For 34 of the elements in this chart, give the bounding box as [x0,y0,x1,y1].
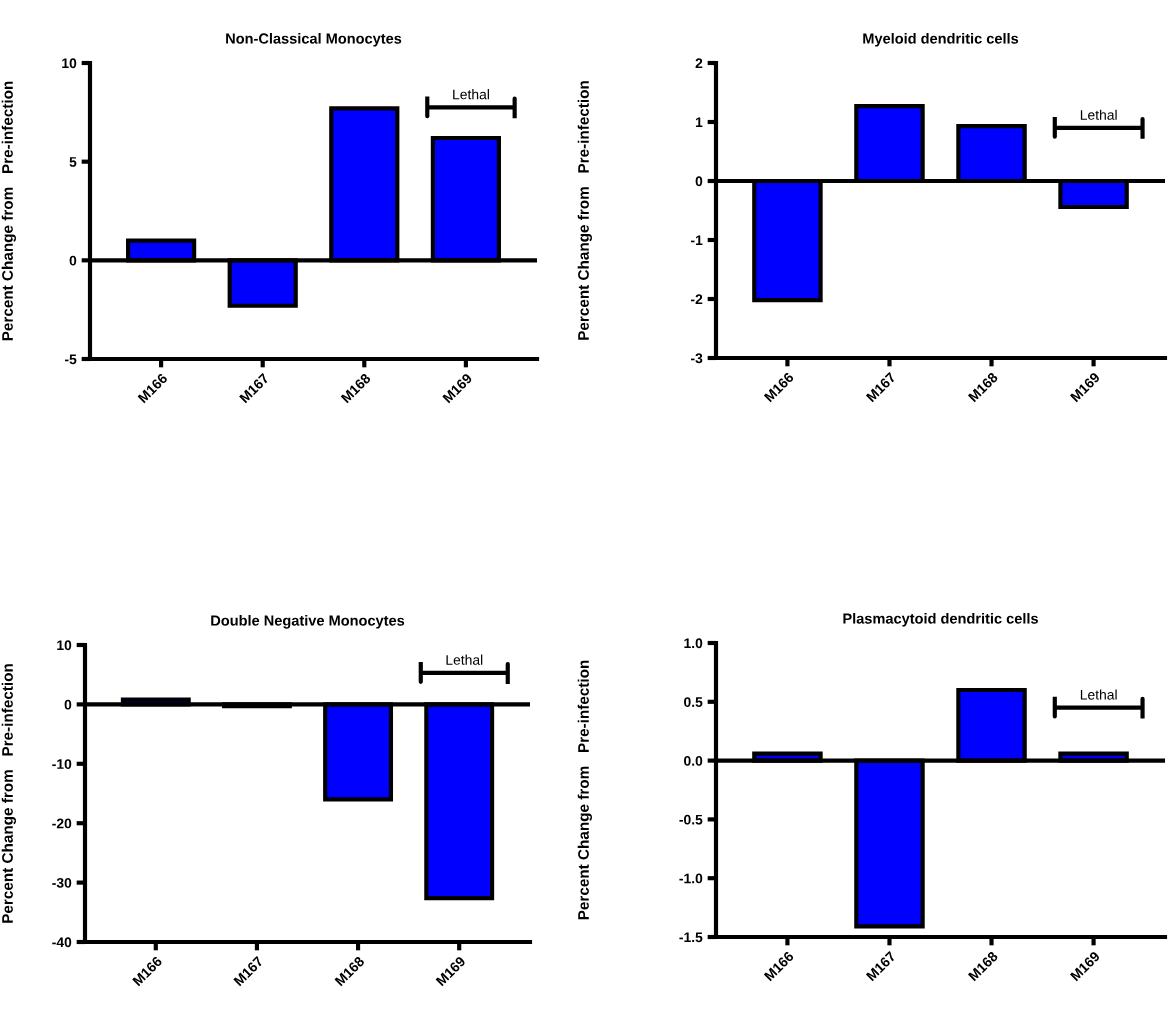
y-tick-label: -30 [52,877,72,888]
y-tick-label: -5 [65,354,77,365]
chart-title: Myeloid dendritic cells [863,32,1019,47]
annotation: Lethal [453,89,489,100]
y-tick-label: -0.5 [679,814,703,825]
y-axis-title: Percent Change from Pre-infection [577,81,592,340]
y-tick-label: 10 [62,58,77,69]
y-tick-label: 0 [64,699,72,710]
y-axis-title: Percent Change from Pre-infection [577,660,592,920]
y-tick-label: 1 [695,117,703,128]
y-tick-label: -3 [691,353,703,364]
y-tick-label: 0 [695,176,703,187]
chart-title: Non-Classical Monocytes [226,32,402,47]
y-tick-label: 0.0 [684,755,703,766]
y-tick-label: -10 [52,759,72,769]
y-tick-label: -1 [691,235,703,246]
y-tick-label: -2 [691,294,703,305]
y-tick-label: 10 [57,640,72,651]
y-tick-label: -1.5 [679,932,703,943]
chart-title: Double Negative Monocytes [211,614,405,629]
y-tick-label: -40 [52,937,72,948]
y-tick-label: -1.0 [679,873,703,884]
y-tick-label: -20 [52,818,72,829]
y-tick-label: 0 [69,255,77,266]
y-tick-label: 5 [69,157,77,167]
y-axis-title: Percent Change from Pre-infection [1,81,16,341]
annotation: Lethal [1080,689,1117,700]
y-tick-label: 0.5 [684,697,703,707]
y-tick-label: 2 [695,58,703,69]
annotation: Lethal [446,654,483,665]
y-axis-title: Percent Change from Pre-infection [1,664,16,923]
chart-title: Plasmacytoid dendritic cells [843,612,1038,627]
y-tick-label: 1.0 [684,638,703,649]
annotation: Lethal [1080,109,1117,120]
